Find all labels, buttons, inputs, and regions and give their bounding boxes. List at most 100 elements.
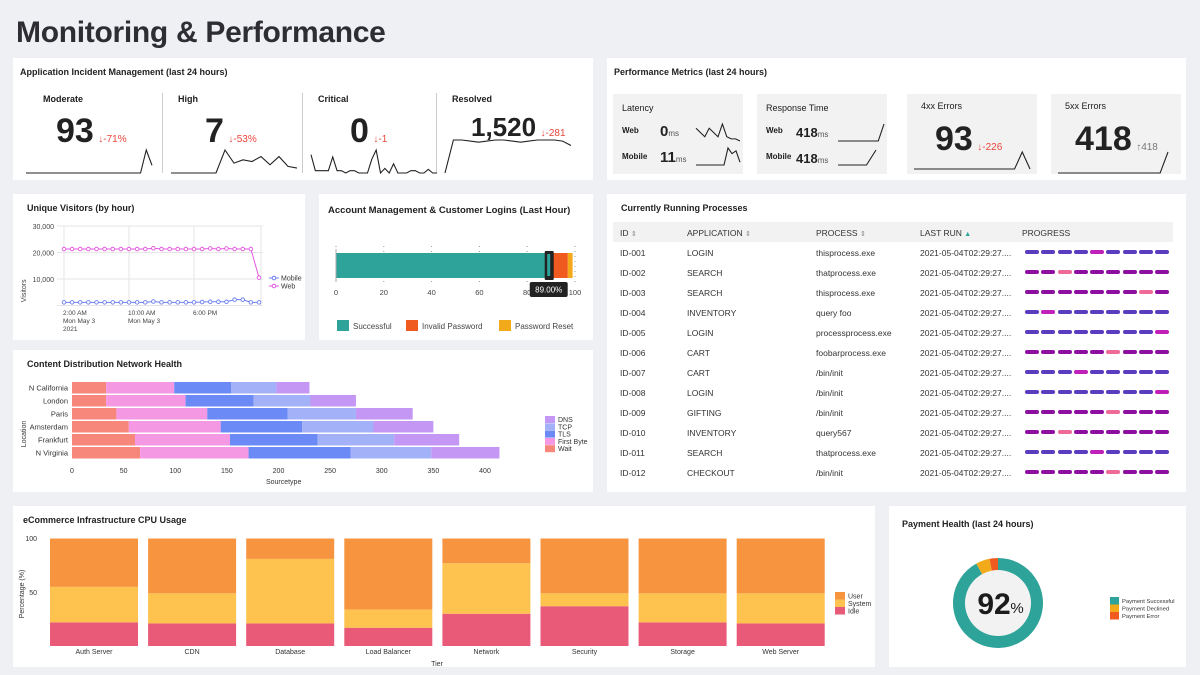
- data-point: [191, 300, 197, 305]
- card-label: 5xx Errors: [1065, 101, 1107, 111]
- legend-label: Payment Successful: [1122, 599, 1175, 605]
- column-header[interactable]: ID ⇕: [620, 228, 637, 238]
- bar-segment-password-reset: [567, 253, 573, 278]
- tooltip-marker-inner: [547, 254, 551, 276]
- y-tick-label: Frankfurt: [38, 436, 69, 445]
- processes-panel: Currently Running Processes ID ⇕ APPLICAT…: [607, 194, 1186, 492]
- bar-segment-first-byte: [134, 434, 230, 446]
- progress-segment: [1041, 430, 1056, 434]
- y-tick-label: London: [43, 397, 68, 406]
- unit: ms: [817, 156, 829, 165]
- sparkline-line: [838, 149, 877, 166]
- x-tick-label: Database: [275, 649, 305, 656]
- data-point: [69, 300, 75, 305]
- cell-last-run: 2021-05-04T02:29:27....: [920, 408, 1012, 418]
- progress-indicator: [1025, 450, 1170, 454]
- data-point: [248, 300, 254, 305]
- sparkline-line: [26, 148, 153, 174]
- sparkline-line: [1058, 151, 1169, 174]
- panel-title: Account Management & Customer Logins (La…: [328, 205, 571, 216]
- 4xx-sparkline: [914, 150, 1031, 170]
- data-point: [256, 275, 262, 280]
- progress-segment: [1122, 430, 1137, 434]
- column-header[interactable]: PROGRESS: [1022, 228, 1071, 238]
- progress-segment: [1139, 410, 1154, 414]
- progress-segment: [1139, 250, 1154, 254]
- progress-segment: [1139, 390, 1154, 394]
- progress-segment: [1057, 350, 1072, 354]
- data-point: [191, 246, 197, 252]
- data-point: [224, 246, 229, 251]
- cell-last-run: 2021-05-04T02:29:27....: [920, 288, 1012, 298]
- column-header[interactable]: PROCESS ⇕: [816, 228, 866, 238]
- progress-segment: [1155, 330, 1170, 334]
- unit: ms: [817, 130, 829, 139]
- bar-segment-system: [736, 593, 825, 624]
- column-header[interactable]: APPLICATION ⇕: [687, 228, 751, 238]
- progress-segment: [1122, 390, 1137, 394]
- panel-title: Performance Metrics (last 24 hours): [614, 67, 768, 77]
- progress-segment: [1155, 450, 1170, 454]
- legend-label: TLS: [558, 432, 571, 439]
- progress-segment: [1073, 410, 1088, 414]
- bar-segment-tls: [220, 421, 303, 433]
- incident-sparkline: [26, 148, 153, 174]
- column-header[interactable]: LAST RUN ▲: [920, 228, 972, 238]
- progress-segment: [1073, 370, 1088, 374]
- data-point: [134, 246, 140, 252]
- bar-segment-dns: [310, 395, 356, 407]
- bar-segment-wait: [72, 447, 141, 459]
- incident-label: Resolved: [452, 94, 493, 104]
- progress-segment: [1106, 370, 1121, 374]
- progress-segment: [1090, 450, 1105, 454]
- progress-segment: [1090, 350, 1105, 354]
- legend-label: Successful: [353, 322, 392, 331]
- progress-segment: [1025, 310, 1039, 314]
- incident-label: High: [178, 94, 198, 104]
- data-point: [118, 300, 124, 305]
- progress-segment: [1155, 390, 1170, 394]
- bar-segment-system: [442, 563, 531, 614]
- data-point: [240, 246, 245, 252]
- x-tick-label: Load Balancer: [366, 649, 412, 656]
- data-point: [61, 300, 67, 305]
- data-point: [167, 246, 172, 252]
- cell-application: INVENTORY: [687, 308, 737, 318]
- progress-segment: [1122, 310, 1137, 314]
- cell-application: SEARCH: [687, 268, 723, 278]
- progress-indicator: [1025, 310, 1170, 314]
- progress-segment: [1057, 270, 1072, 274]
- progress-segment: [1057, 450, 1072, 454]
- sparkline-line: [695, 122, 741, 142]
- incident-sparkline: [444, 139, 572, 174]
- progress-segment: [1025, 370, 1039, 374]
- logins-chart: 0 20 40 60 80 100 89.00% Successful Invalid Pass…: [334, 246, 581, 331]
- progress-segment: [1090, 330, 1105, 334]
- legend-swatch: [545, 416, 555, 423]
- data-point: [167, 300, 172, 305]
- progress-segment: [1122, 250, 1137, 254]
- data-point: [94, 246, 99, 252]
- y-tick-label: N Virginia: [36, 449, 69, 458]
- data-point: [110, 246, 115, 252]
- progress-indicator: [1025, 410, 1170, 414]
- cell-last-run: 2021-05-04T02:29:27....: [920, 308, 1012, 318]
- x-tick-label: CDN: [185, 649, 200, 656]
- y-tick-label: 100: [25, 536, 37, 543]
- data-point: [248, 246, 254, 252]
- mobile-label: Mobile: [622, 152, 648, 161]
- legend-label: Password Reset: [515, 322, 574, 331]
- progress-segment: [1041, 270, 1056, 274]
- progress-segment: [1090, 470, 1105, 474]
- incident-sparkline: [171, 148, 298, 174]
- x-tick-label: 400: [479, 468, 491, 475]
- legend-label: First Byte: [558, 439, 588, 446]
- data-point: [207, 246, 213, 251]
- x-tick-label: 200: [273, 468, 285, 475]
- latency-mobile-sparkline: [696, 146, 741, 166]
- bar-segment-first-byte: [106, 395, 186, 407]
- bar-segment-user: [50, 538, 138, 587]
- cell-last-run: 2021-05-04T02:29:27....: [920, 448, 1012, 458]
- panel-title: Application Incident Management (last 24…: [20, 67, 228, 77]
- cell-process: foobarprocess.exe: [816, 348, 886, 358]
